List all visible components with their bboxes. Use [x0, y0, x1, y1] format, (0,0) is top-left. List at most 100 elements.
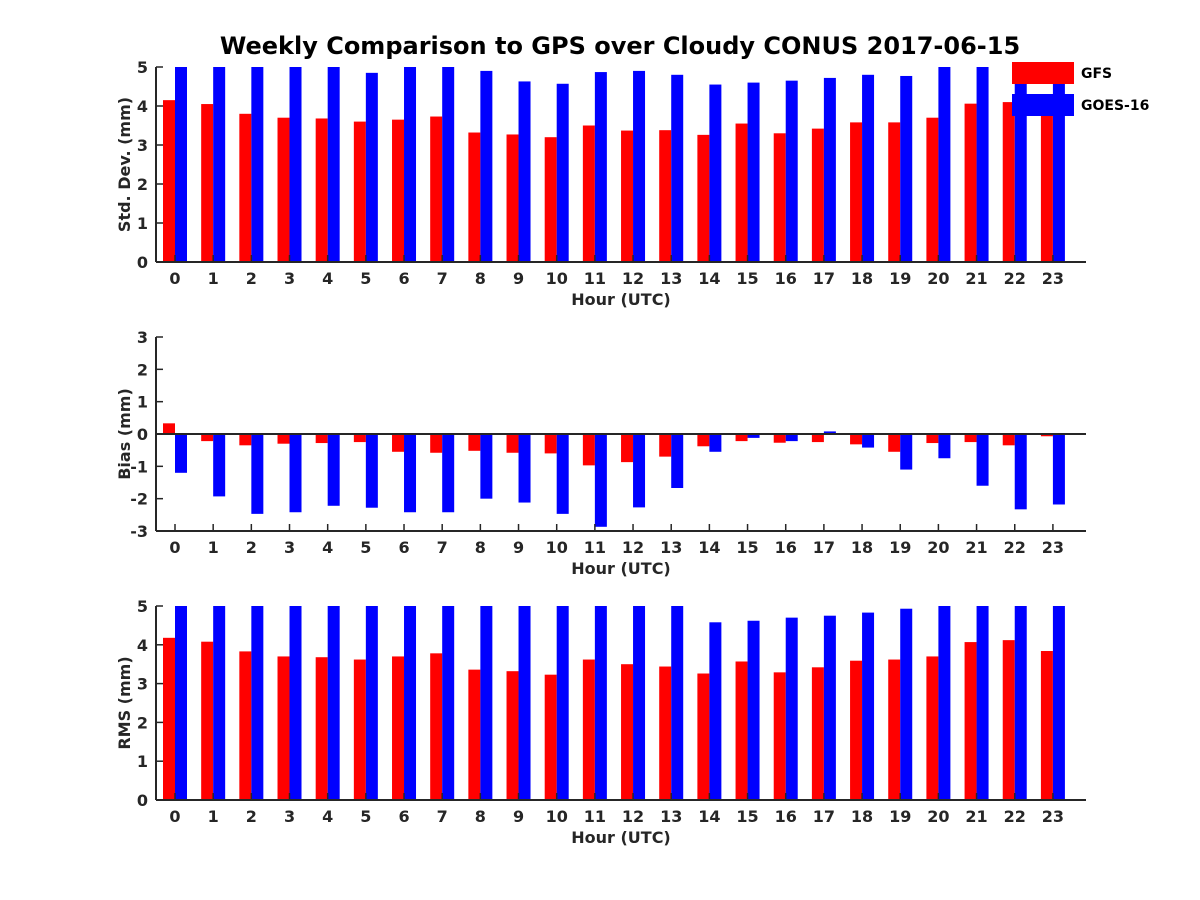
- x-tick-label: 16: [775, 269, 797, 288]
- x-tick-label: 6: [398, 269, 409, 288]
- x-tick-label: 6: [398, 538, 409, 557]
- bar-gfs-hour-23: [1040, 434, 1053, 437]
- bar-goes-16-hour-12: [633, 434, 646, 508]
- x-tick-label: 12: [622, 269, 644, 288]
- y-tick-label: 1: [137, 393, 148, 412]
- y-tick-label: 3: [137, 136, 148, 155]
- x-axis-label: Hour (UTC): [571, 828, 671, 847]
- bar-gfs-hour-16: [773, 133, 786, 262]
- bar-gfs-hour-0: [163, 637, 175, 800]
- x-tick-label: 16: [775, 807, 797, 826]
- bar-goes-16-hour-22: [1014, 606, 1027, 800]
- bar-gfs-hour-17: [811, 434, 824, 443]
- bar-goes-16-hour-5: [365, 606, 378, 800]
- bar-gfs-hour-16: [773, 434, 786, 443]
- x-tick-label: 10: [546, 807, 568, 826]
- bar-goes-16-hour-8: [480, 434, 493, 499]
- bars: [163, 423, 1065, 527]
- x-tick-label: 23: [1042, 807, 1064, 826]
- bar-goes-16-hour-14: [709, 84, 722, 262]
- x-tick-label: 7: [437, 269, 448, 288]
- bar-gfs-hour-2: [239, 651, 252, 800]
- bar-gfs-hour-19: [888, 659, 901, 800]
- y-tick-label: 5: [137, 58, 148, 77]
- bar-gfs-hour-16: [773, 672, 786, 800]
- x-tick-label: 9: [513, 269, 524, 288]
- x-tick-label: 16: [775, 538, 797, 557]
- y-tick-label: 3: [137, 675, 148, 694]
- bar-gfs-hour-21: [964, 103, 977, 262]
- x-tick-label: 17: [813, 807, 835, 826]
- x-tick-label: 19: [889, 538, 911, 557]
- bar-gfs-hour-4: [315, 657, 328, 800]
- bar-goes-16-hour-15: [747, 620, 760, 800]
- bar-goes-16-hour-5: [365, 434, 378, 508]
- bar-gfs-hour-12: [621, 664, 634, 800]
- x-tick-label: 14: [698, 538, 720, 557]
- y-tick-label: 1: [137, 752, 148, 771]
- y-tick-label: 0: [137, 425, 148, 444]
- x-tick-label: 19: [889, 807, 911, 826]
- bar-goes-16-hour-11: [594, 72, 607, 262]
- bar-goes-16-hour-20: [938, 67, 951, 262]
- x-tick-label: 15: [736, 538, 758, 557]
- x-tick-label: 3: [284, 269, 295, 288]
- x-tick-label: 7: [437, 538, 448, 557]
- bar-goes-16-hour-7: [442, 434, 455, 513]
- x-axis-label: Hour (UTC): [571, 559, 671, 578]
- bar-goes-16-hour-2: [251, 434, 264, 514]
- x-tick-label: 22: [1004, 538, 1026, 557]
- bar-goes-16-hour-23: [1052, 434, 1065, 505]
- bar-gfs-hour-13: [659, 434, 672, 457]
- x-tick-label: 21: [965, 538, 987, 557]
- bar-gfs-hour-10: [544, 674, 557, 800]
- bar-goes-16-hour-16: [785, 80, 798, 263]
- bar-goes-16-hour-7: [442, 606, 455, 800]
- y-tick-label: 3: [137, 328, 148, 347]
- x-tick-label: 3: [284, 807, 295, 826]
- bar-gfs-hour-23: [1040, 651, 1053, 800]
- bar-goes-16-hour-13: [671, 606, 684, 800]
- bar-gfs-hour-1: [201, 641, 214, 800]
- x-tick-label: 11: [584, 538, 606, 557]
- bar-gfs-hour-9: [506, 434, 519, 453]
- x-tick-label: 8: [475, 807, 486, 826]
- x-tick-label: 8: [475, 538, 486, 557]
- bar-goes-16-hour-10: [556, 606, 569, 800]
- bar-gfs-hour-21: [964, 434, 977, 443]
- bar-gfs-hour-6: [392, 656, 405, 800]
- bar-gfs-hour-9: [506, 671, 519, 800]
- x-tick-label: 15: [736, 807, 758, 826]
- x-tick-label: 5: [360, 538, 371, 557]
- x-tick-label: 11: [584, 807, 606, 826]
- bar-gfs-hour-8: [468, 434, 481, 451]
- x-tick-label: 15: [736, 269, 758, 288]
- x-tick-label: 20: [927, 269, 949, 288]
- bar-goes-16-hour-12: [633, 70, 646, 263]
- x-tick-label: 3: [284, 538, 295, 557]
- bar-goes-16-hour-14: [709, 622, 722, 800]
- bar-goes-16-hour-1: [213, 67, 226, 262]
- bar-gfs-hour-3: [277, 434, 290, 444]
- x-tick-label: 13: [660, 538, 682, 557]
- x-tick-label: 10: [546, 538, 568, 557]
- bar-goes-16-hour-11: [594, 606, 607, 800]
- bar-goes-16-hour-4: [327, 434, 340, 506]
- bar-gfs-hour-17: [811, 128, 824, 262]
- bar-gfs-hour-10: [544, 434, 557, 454]
- bar-gfs-hour-18: [850, 122, 863, 262]
- bar-gfs-hour-13: [659, 130, 672, 262]
- bar-goes-16-hour-13: [671, 74, 684, 262]
- bar-gfs-hour-11: [582, 659, 595, 800]
- x-tick-label: 5: [360, 807, 371, 826]
- bar-goes-16-hour-21: [976, 606, 989, 800]
- bar-gfs-hour-15: [735, 434, 748, 442]
- x-tick-label: 1: [208, 269, 219, 288]
- x-tick-label: 19: [889, 269, 911, 288]
- x-axis-label: Hour (UTC): [571, 290, 671, 309]
- bar-gfs-hour-11: [582, 125, 595, 262]
- legend-label-goes-16: GOES-16: [1081, 98, 1149, 114]
- x-tick-label: 8: [475, 269, 486, 288]
- bar-goes-16-hour-9: [518, 606, 531, 800]
